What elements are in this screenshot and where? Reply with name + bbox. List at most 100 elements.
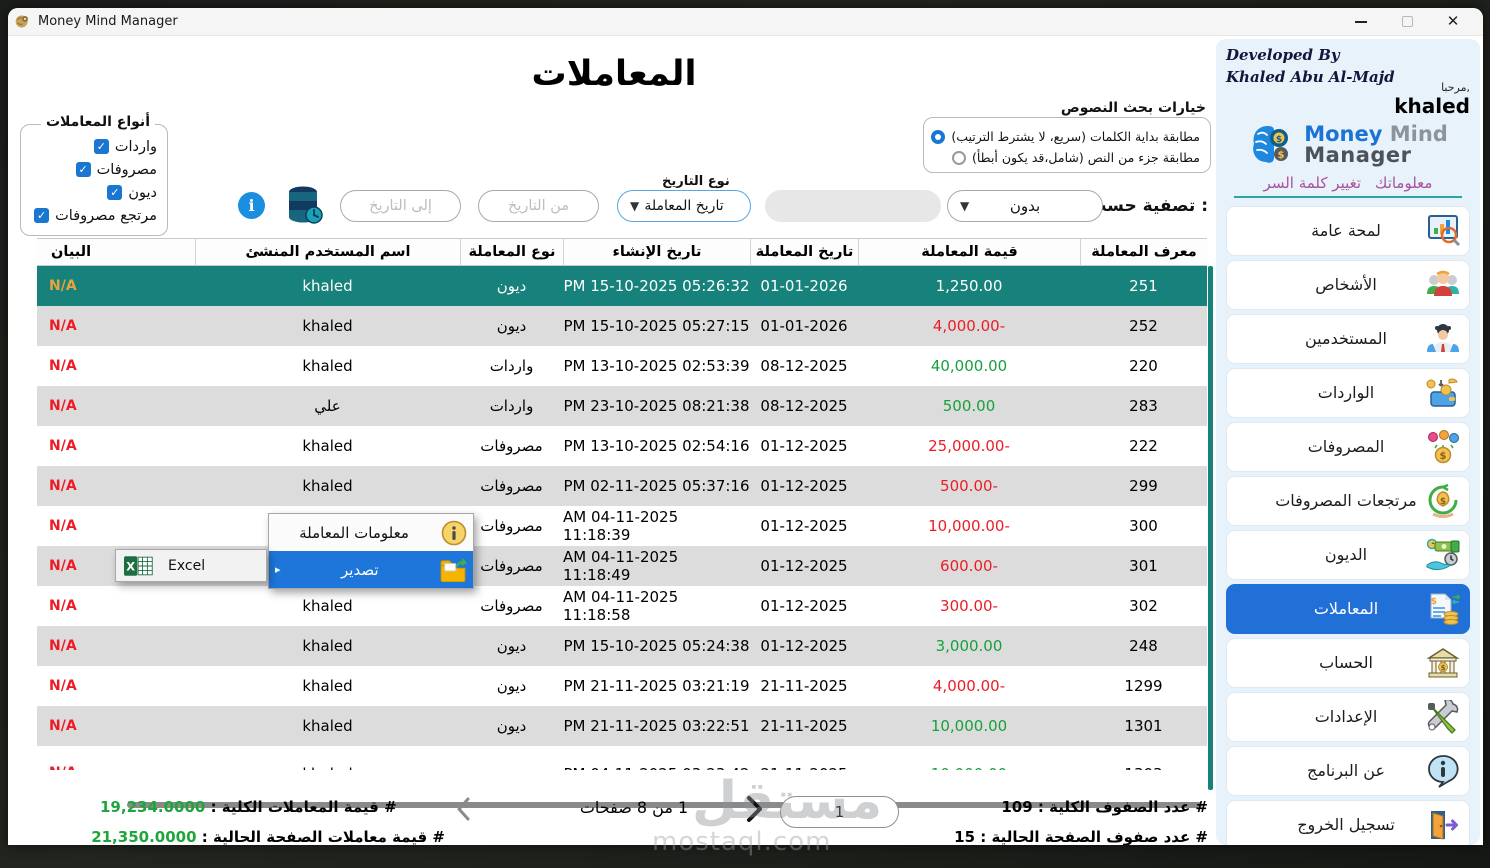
table-row[interactable]: N/A khaled ديون PM 21-11-2025 03:22:51 2… bbox=[37, 706, 1207, 746]
cell-note: N/A bbox=[49, 598, 77, 614]
checkbox-checked-icon[interactable]: ✓ bbox=[75, 162, 91, 177]
users-icon bbox=[1423, 319, 1463, 359]
previous-page-button[interactable] bbox=[455, 796, 473, 826]
cell-created: PM 15-10-2025 05:24:38 bbox=[563, 637, 750, 655]
type-checkbox-incomes[interactable]: واردات ✓ bbox=[27, 135, 157, 158]
info-icon[interactable]: i bbox=[238, 192, 265, 219]
table-row[interactable]: N/A khaled ديون PM 15-10-2025 05:27:15 0… bbox=[37, 306, 1207, 346]
table-row[interactable]: N/A khaled مصروفات AM 04-11-2025 11:18:5… bbox=[37, 586, 1207, 626]
sidebar-item-expense-returns[interactable]: $ مرتجعات المصروفات bbox=[1226, 475, 1470, 526]
logout-icon bbox=[1423, 805, 1463, 845]
radio-selected-icon[interactable] bbox=[931, 129, 946, 144]
sidebar-item-account[interactable]: $ الحساب bbox=[1226, 637, 1470, 688]
cell-date: 01-12-2025 bbox=[760, 517, 848, 535]
submenu-export-excel[interactable]: X Excel bbox=[115, 549, 267, 582]
cell-type: ديون bbox=[496, 677, 527, 695]
col-value[interactable]: قيمة المعاملة bbox=[858, 239, 1080, 265]
sidebar-item-about[interactable]: عن البرنامج bbox=[1226, 745, 1470, 796]
filter-search-input[interactable] bbox=[765, 190, 941, 222]
sidebar-item-expenses[interactable]: $ المصروفات bbox=[1226, 421, 1470, 472]
svg-text:$: $ bbox=[1276, 135, 1282, 145]
cell-note: N/A bbox=[49, 558, 77, 574]
checkbox-checked-icon[interactable]: ✓ bbox=[34, 208, 50, 223]
to-date-input[interactable]: إلى التاريخ bbox=[340, 190, 461, 222]
database-icon[interactable] bbox=[286, 184, 324, 230]
change-password-link[interactable]: تغيير كلمة السر bbox=[1263, 173, 1362, 192]
cell-id: 222 bbox=[1129, 437, 1158, 455]
col-type[interactable]: نوع المعاملة bbox=[460, 239, 563, 265]
sidebar-item-users[interactable]: المستخدمين bbox=[1226, 313, 1470, 364]
maximize-button[interactable] bbox=[1397, 12, 1417, 32]
type-checkbox-expense-returns[interactable]: مرتجع مصروفات ✓ bbox=[27, 204, 157, 227]
radio-unselected-icon[interactable] bbox=[952, 150, 966, 165]
cell-value: 500.00- bbox=[940, 477, 998, 495]
sidebar-item-debts[interactable]: الديون bbox=[1226, 529, 1470, 580]
menu-item-transaction-info[interactable]: معلومات المعاملة bbox=[269, 514, 473, 551]
col-note[interactable]: البيان bbox=[51, 244, 92, 260]
table-row[interactable]: N/A khaled ديون PM 15-10-2025 05:24:38 0… bbox=[37, 626, 1207, 666]
cell-date: 21-11-2025 bbox=[760, 677, 848, 695]
cell-id: 300 bbox=[1129, 517, 1158, 535]
page-title: المعاملات bbox=[531, 54, 697, 94]
col-created[interactable]: تاريخ الإنشاء bbox=[563, 239, 750, 265]
table-row[interactable]: N/A khaled مصروفات AM 04-11-2025 11:18:3… bbox=[37, 506, 1207, 546]
type-checkbox-debts[interactable]: ديون ✓ bbox=[27, 181, 157, 204]
col-id[interactable]: معرف المعاملة bbox=[1080, 239, 1207, 265]
cell-user: khaled bbox=[302, 357, 353, 375]
sidebar-item-logout[interactable]: تسجيل الخروج bbox=[1226, 799, 1470, 845]
table-row[interactable]: N/A khaled ديون PM 15-10-2025 05:26:32 0… bbox=[37, 266, 1207, 306]
cell-id: 248 bbox=[1129, 637, 1158, 655]
row-count-stats: # عدد الصفوف الكلية : 109 # عدد صفوف الص… bbox=[954, 792, 1208, 845]
total-rows-value: 109 bbox=[1001, 798, 1033, 816]
radio-match-substring[interactable]: مطابقة جزء من النص (شامل،قد يكون أبطأ) bbox=[930, 147, 1200, 168]
date-type-dropdown[interactable]: تاريخ المعاملة ▼ bbox=[617, 190, 751, 222]
menu-item-label: تصدير bbox=[341, 560, 379, 579]
pagination-status: 1 من 8 صفحات bbox=[579, 798, 689, 817]
sidebar-item-settings[interactable]: الإعدادات bbox=[1226, 691, 1470, 742]
page-number-input[interactable]: 1 bbox=[780, 796, 899, 828]
sidebar-item-transactions[interactable]: $ المعاملات bbox=[1226, 583, 1470, 634]
cell-id: 283 bbox=[1129, 397, 1158, 415]
table-row[interactable]: N/A khaled واردات PM 13-10-2025 02:53:39… bbox=[37, 346, 1207, 386]
cell-id: 301 bbox=[1129, 557, 1158, 575]
menu-item-export[interactable]: تصدير ▸ bbox=[269, 551, 473, 588]
table-row[interactable]: N/A علي واردات PM 23-10-2025 08:21:38 08… bbox=[37, 386, 1207, 426]
cell-date: 01-12-2025 bbox=[760, 477, 848, 495]
account-links: معلوماتك تغيير كلمة السر bbox=[1234, 174, 1462, 198]
sidebar-item-people[interactable]: الأشخاص bbox=[1226, 259, 1470, 310]
table-row[interactable]: N/A khaled مصروفات PM 02-11-2025 05:37:1… bbox=[37, 466, 1207, 506]
expenses-icon: $ bbox=[1423, 427, 1463, 467]
checkbox-checked-icon[interactable]: ✓ bbox=[107, 185, 123, 200]
col-date[interactable]: تاريخ المعاملة bbox=[750, 239, 858, 265]
vertical-scrollbar[interactable] bbox=[1208, 266, 1213, 790]
radio-match-word-start[interactable]: مطابقة بداية الكلمات (سريع، لا يشترط الت… bbox=[930, 126, 1200, 147]
sidebar-nav: لمحة عامة الأشخاص المستخدمين bbox=[1226, 205, 1470, 845]
radio-label: مطابقة بداية الكلمات (سريع، لا يشترط الت… bbox=[951, 129, 1200, 144]
close-button[interactable]: ✕ bbox=[1446, 12, 1460, 30]
from-date-input[interactable]: من التاريخ bbox=[478, 190, 599, 222]
horizontal-scrollbar[interactable] bbox=[127, 802, 1202, 808]
type-checkbox-expenses[interactable]: مصروفات ✓ bbox=[27, 158, 157, 181]
table-row[interactable]: N/A khaled ديون PM 21-11-2025 03:21:19 2… bbox=[37, 666, 1207, 706]
app-logo: $ $ Money Mind Manager bbox=[1226, 122, 1470, 168]
filter-by-dropdown[interactable]: بدون ▼ bbox=[947, 190, 1103, 222]
radio-label: مطابقة جزء من النص (شامل،قد يكون أبطأ) bbox=[972, 150, 1200, 165]
titlebar: Money Mind Manager ✕ bbox=[8, 8, 1483, 36]
cell-date: 01-12-2025 bbox=[760, 637, 848, 655]
table-row[interactable]: N/A khaled ديون PM 04-11-2025 03:23:42 2… bbox=[37, 746, 1207, 770]
table-row[interactable]: N/A khaled مصروفات PM 13-10-2025 02:54:1… bbox=[37, 426, 1207, 466]
cell-note: N/A bbox=[49, 278, 77, 294]
checkbox-checked-icon[interactable]: ✓ bbox=[93, 139, 109, 154]
svg-text:$: $ bbox=[1441, 664, 1446, 672]
total-value-label: # قيمة المعاملات الكلية : bbox=[205, 798, 397, 816]
cell-id: 1303 bbox=[1080, 746, 1207, 770]
sidebar-item-incomes[interactable]: الواردات bbox=[1226, 367, 1470, 418]
next-page-button[interactable] bbox=[743, 794, 765, 828]
col-user[interactable]: اسم المستخدم المنشئ bbox=[195, 239, 460, 265]
minimize-button[interactable] bbox=[1351, 12, 1371, 32]
my-info-link[interactable]: معلوماتك bbox=[1375, 173, 1433, 192]
cell-user: khaled bbox=[302, 677, 353, 695]
page-rows-label: # عدد صفوف الصفحة الحالية : bbox=[975, 828, 1208, 845]
sidebar-item-overview[interactable]: لمحة عامة bbox=[1226, 205, 1470, 256]
cell-value: 40,000.00 bbox=[930, 357, 1008, 375]
